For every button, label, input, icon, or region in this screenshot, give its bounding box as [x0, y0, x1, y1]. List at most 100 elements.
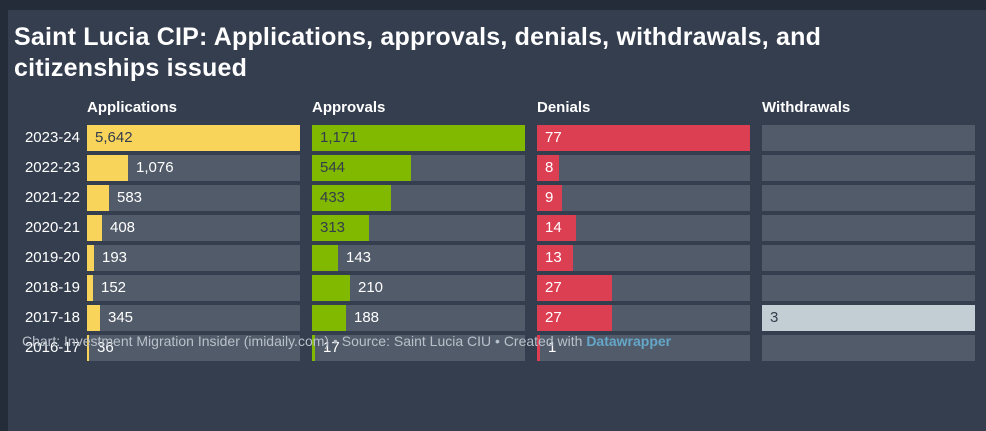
bar-track-applications: 345 — [87, 305, 300, 331]
chart-row-2019-20: 2019-20 193 143 13 — [14, 245, 986, 271]
bar-track-withdrawals — [762, 245, 975, 271]
row-label: 2020-21 — [24, 219, 80, 236]
bar-track-withdrawals — [762, 185, 975, 211]
column-header-applications: Applications — [87, 99, 178, 116]
value-label: 193 — [102, 249, 128, 266]
bar-denials — [537, 215, 576, 241]
bar-denials — [537, 155, 559, 181]
chart-row-2022-23: 2022-23 1,076 544 8 — [14, 155, 986, 181]
bar-applications — [87, 155, 128, 181]
bar-track-applications: 583 — [87, 185, 300, 211]
bar-track-approvals: 544 — [312, 155, 525, 181]
value-label: 1,171 — [320, 129, 358, 146]
chart-row-2016-17: 2016-17 36 17 1 — [14, 335, 986, 361]
bar-track-approvals: 143 — [312, 245, 525, 271]
bar-approvals — [312, 335, 315, 361]
value-label: 3 — [770, 309, 779, 326]
datawrapper-link[interactable]: Datawrapper — [586, 333, 672, 349]
bar-applications — [87, 275, 93, 301]
row-label: 2016-17 — [24, 339, 80, 356]
bar-track-withdrawals — [762, 125, 975, 151]
bar-track-denials: 14 — [537, 215, 750, 241]
bar-track-approvals: 433 — [312, 185, 525, 211]
value-label: 583 — [117, 189, 143, 206]
bar-denials — [537, 335, 540, 361]
bar-applications — [87, 305, 100, 331]
bar-applications — [87, 125, 300, 151]
row-label: 2023-24 — [24, 129, 80, 146]
row-label: 2017-18 — [24, 309, 80, 326]
bar-track-applications: 36 — [87, 335, 300, 361]
bar-denials — [537, 245, 573, 271]
value-label: 36 — [97, 339, 114, 356]
value-label: 17 — [323, 339, 340, 356]
value-label: 27 — [545, 309, 562, 326]
value-label: 408 — [110, 219, 136, 236]
bar-track-approvals: 188 — [312, 305, 525, 331]
bar-track-denials: 8 — [537, 155, 750, 181]
bar-denials — [537, 275, 612, 301]
chart-rows: 2023-24 5,642 1,171 77 2022-23 1,076 544 8 2021-… — [14, 125, 986, 361]
chart-container: Saint Lucia CIP: Applications, approvals… — [8, 10, 986, 365]
chart-row-2018-19: 2018-19 152 210 27 — [14, 275, 986, 301]
left-frame-strip — [0, 0, 8, 431]
bar-track-approvals: 313 — [312, 215, 525, 241]
value-label: 210 — [358, 279, 384, 296]
column-headers: Applications Approvals Denials Withdrawals — [14, 99, 986, 116]
bar-approvals — [312, 215, 369, 241]
bar-track-denials: 9 — [537, 185, 750, 211]
column-header-denials: Denials — [537, 99, 591, 116]
bar-track-denials: 1 — [537, 335, 750, 361]
chart-row-2017-18: 2017-18 345 188 27 3 — [14, 305, 986, 331]
value-label: 77 — [545, 129, 562, 146]
bar-track-applications: 152 — [87, 275, 300, 301]
bar-track-applications: 5,642 — [87, 125, 300, 151]
header-spacer — [14, 99, 87, 116]
value-label: 13 — [545, 249, 562, 266]
value-label: 143 — [346, 249, 372, 266]
bar-denials — [537, 185, 562, 211]
value-label: 433 — [320, 189, 346, 206]
value-label: 544 — [320, 159, 346, 176]
bar-withdrawals — [762, 305, 975, 331]
value-label: 345 — [108, 309, 134, 326]
bar-track-withdrawals — [762, 215, 975, 241]
bar-denials — [537, 125, 750, 151]
column-header-approvals: Approvals — [312, 99, 386, 116]
bar-track-applications: 193 — [87, 245, 300, 271]
bar-track-applications: 408 — [87, 215, 300, 241]
bar-track-denials: 27 — [537, 305, 750, 331]
bar-applications — [87, 215, 102, 241]
bar-track-denials: 77 — [537, 125, 750, 151]
column-header-withdrawals: Withdrawals — [762, 99, 851, 116]
value-label: 5,642 — [95, 129, 133, 146]
row-label: 2022-23 — [24, 159, 80, 176]
bar-approvals — [312, 305, 346, 331]
value-label: 1 — [548, 339, 557, 356]
bar-track-withdrawals: 3 — [762, 305, 975, 331]
bar-track-withdrawals — [762, 155, 975, 181]
bar-approvals — [312, 155, 411, 181]
bar-track-approvals: 17 — [312, 335, 525, 361]
row-label: 2018-19 — [24, 279, 80, 296]
top-frame-strip — [0, 0, 986, 10]
bar-approvals — [312, 185, 391, 211]
chart-row-2021-22: 2021-22 583 433 9 — [14, 185, 986, 211]
value-label: 152 — [101, 279, 127, 296]
value-label: 1,076 — [136, 159, 174, 176]
chart-row-2020-21: 2020-21 408 313 14 — [14, 215, 986, 241]
value-label: 188 — [354, 309, 380, 326]
value-label: 27 — [545, 279, 562, 296]
bar-track-withdrawals — [762, 335, 975, 361]
bar-track-withdrawals — [762, 275, 975, 301]
bar-applications — [87, 335, 89, 361]
bar-approvals — [312, 275, 350, 301]
bar-track-approvals: 210 — [312, 275, 525, 301]
row-label: 2021-22 — [24, 189, 80, 206]
bar-track-applications: 1,076 — [87, 155, 300, 181]
bar-approvals — [312, 245, 338, 271]
bar-denials — [537, 305, 612, 331]
bar-applications — [87, 185, 109, 211]
chart-row-2023-24: 2023-24 5,642 1,171 77 — [14, 125, 986, 151]
value-label: 9 — [545, 189, 554, 206]
